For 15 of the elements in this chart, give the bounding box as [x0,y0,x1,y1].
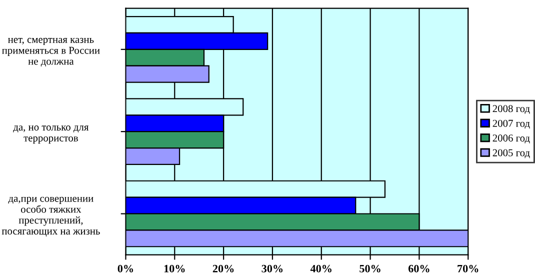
x-tick-label: 30% [262,264,283,272]
x-tick-label: 40% [310,264,332,272]
legend-label: 2005 год [492,149,530,158]
legend-label: 2008 год [492,105,530,114]
x-tick-label: 60% [408,264,430,272]
x-tick-label: 20% [212,264,234,272]
legend-label: 2007 год [492,120,530,129]
legend-label: 2006 год [492,134,530,144]
y-tick-label: да, но только для террористов [13,126,89,144]
x-tick-label: 0% [118,264,134,272]
y-tick-label: да,при совершении особо тяжких преступлений, посягающих на жизнь [2,196,100,237]
x-tick-label: 70% [458,264,478,272]
y-tick-label: нет, смертная казнь применяться в России не должна [2,38,100,67]
x-tick-label: 50% [360,264,380,272]
x-tick-label: 10% [164,264,185,272]
